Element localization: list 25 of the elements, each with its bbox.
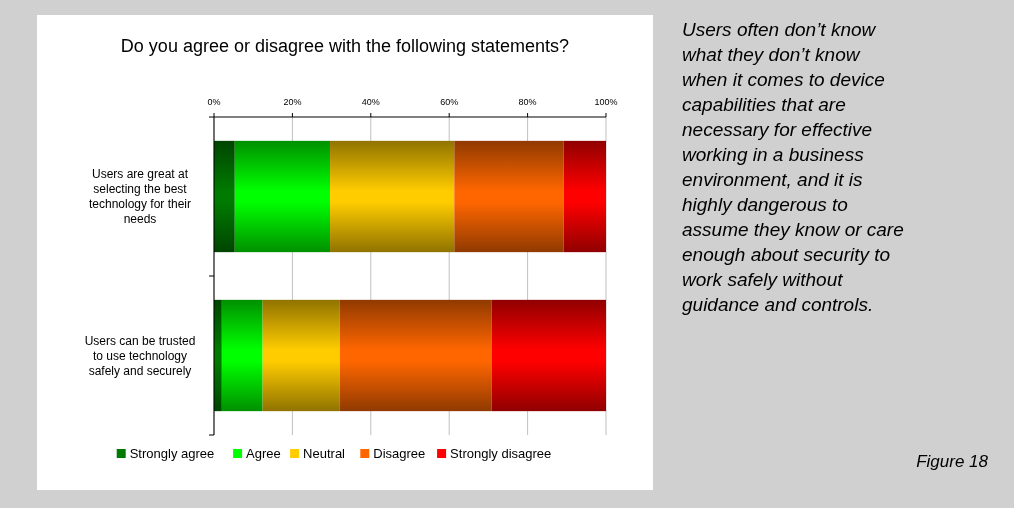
bar (454, 140, 564, 253)
bar (221, 299, 263, 412)
x-tick-label: 60% (440, 97, 459, 107)
x-tick-label: 40% (361, 97, 380, 107)
caption: Figure 18 (916, 452, 989, 471)
legend-label: Agree (246, 446, 281, 461)
bar (214, 140, 235, 253)
legend-label: Disagree (373, 446, 426, 461)
bar (330, 140, 455, 253)
legend-label: Strongly agree (129, 446, 215, 461)
bar (234, 140, 331, 253)
y-tick-label: Users can be trusted to use technology safely and securely (84, 333, 196, 378)
bar (563, 140, 606, 253)
legend-label: Strongly disagree (450, 446, 552, 461)
x-tick-label: 20% (283, 97, 302, 107)
legend-label: Neutral (303, 446, 346, 461)
bar (491, 299, 606, 412)
chart-title: Do you agree or disagree with the following statements? (120, 36, 570, 56)
bar (262, 299, 340, 412)
x-tick-label: 0% (207, 97, 221, 107)
bar (339, 299, 492, 412)
y-tick-label: Users are great at selecting the best technology for their needs (88, 167, 192, 226)
x-tick-label: 80% (518, 97, 537, 107)
text: Users often don’t know what they don’t know when it comes to device capabilities that are necessary for effective working in a business environment, and it is highly dangerous to assume they know or care enough about security to work safely without guidance and controls. (682, 19, 904, 315)
x-tick-label: 100% (594, 97, 618, 107)
